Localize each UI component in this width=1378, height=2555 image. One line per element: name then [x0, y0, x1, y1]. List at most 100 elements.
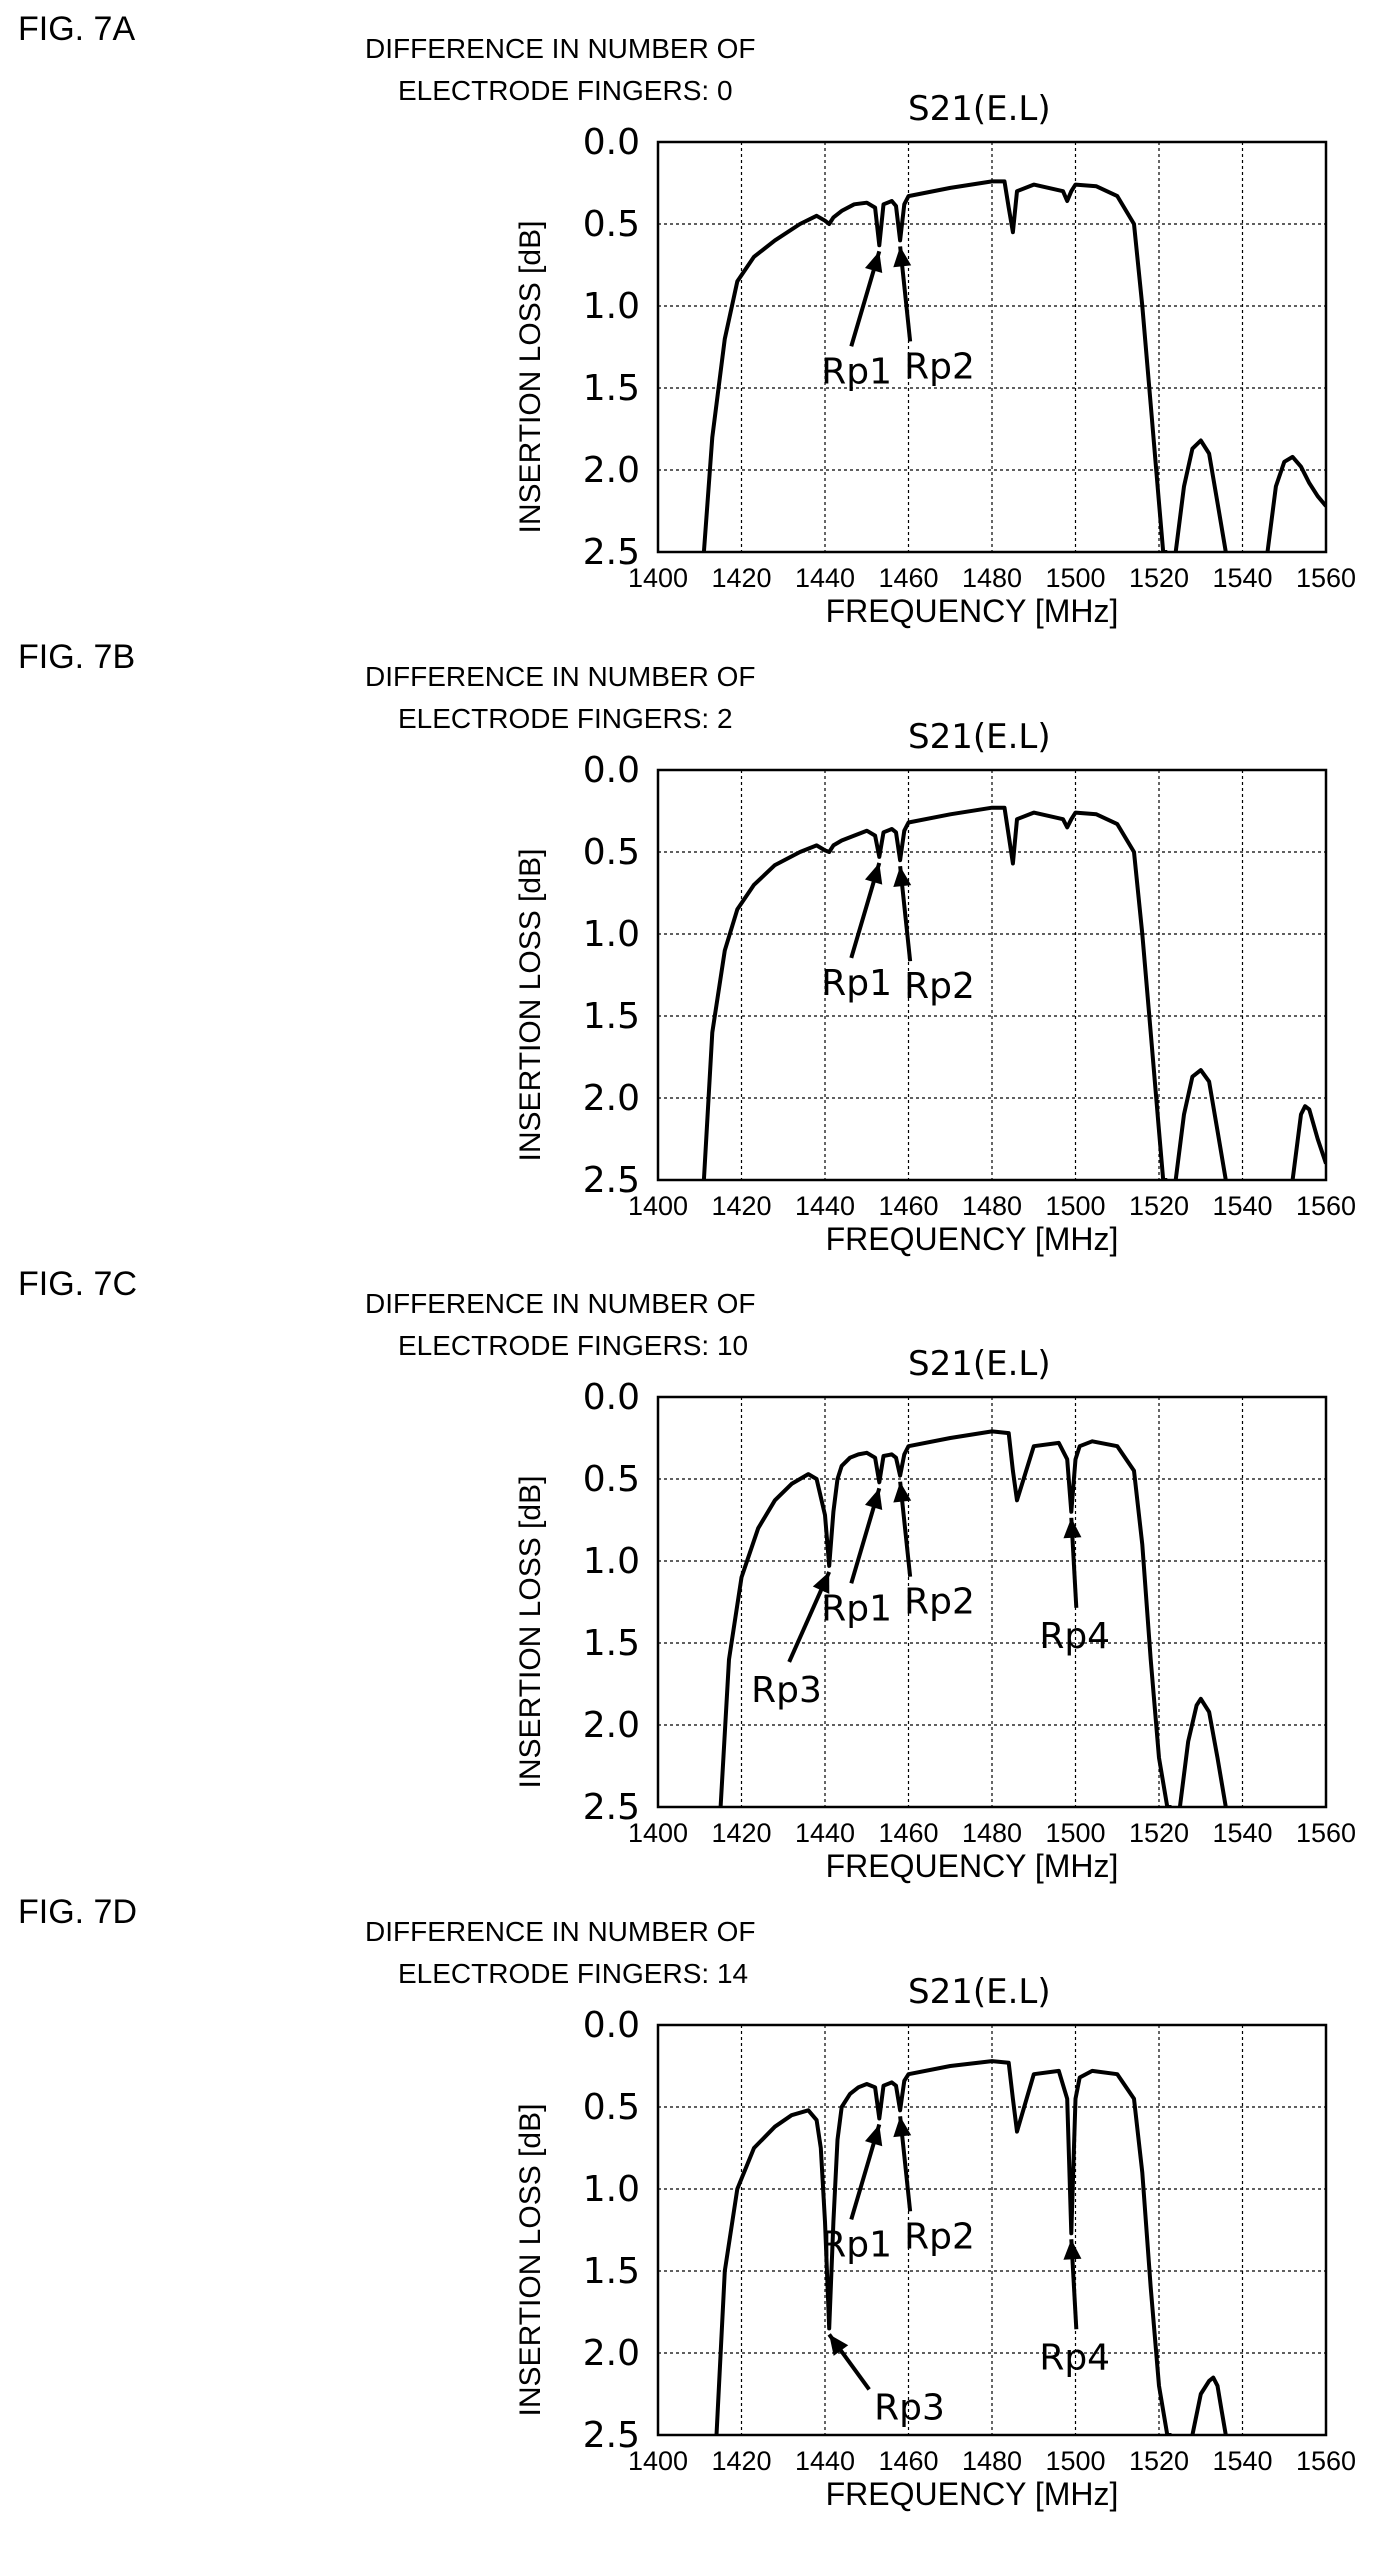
y-tick-label: 1.5 [583, 2251, 640, 2292]
x-tick-label: 1460 [878, 563, 938, 593]
x-tick-label: 1520 [1129, 563, 1189, 593]
x-axis-label: FREQUENCY [MHz] [826, 1848, 1119, 1884]
plot-frame [656, 1395, 1328, 1809]
x-tick-label: 1400 [628, 2446, 688, 2476]
series-line-3 [1265, 454, 1326, 552]
annotation-arrowhead [864, 1488, 883, 1511]
heading-line-2: ELECTRODE FINGERS: 0 [398, 75, 733, 106]
y-tick-label: 2.0 [583, 2333, 640, 2374]
plot-frame [656, 140, 1328, 554]
figure-label: FIG. 7C [18, 1265, 137, 1303]
x-tick-label: 1540 [1212, 563, 1272, 593]
x-tick-label: 1520 [1129, 1818, 1189, 1848]
heading-line-2: ELECTRODE FINGERS: 14 [398, 1958, 748, 1989]
y-tick-label: 2.5 [583, 532, 640, 573]
annotation-arrowhead [864, 2124, 883, 2147]
x-tick-label: 1480 [962, 1818, 1022, 1848]
x-tick-label: 1440 [795, 1191, 855, 1221]
x-tick-label: 1440 [795, 1818, 855, 1848]
x-tick-label: 1500 [1045, 2446, 1105, 2476]
figure-label: FIG. 7A [18, 10, 135, 48]
x-tick-label: 1480 [962, 1191, 1022, 1221]
heading-line-1: DIFFERENCE IN NUMBER OF [365, 661, 755, 692]
x-axis-label: FREQUENCY [MHz] [826, 2476, 1119, 2512]
x-tick-label: 1560 [1296, 2446, 1356, 2476]
heading-line-1: DIFFERENCE IN NUMBER OF [365, 33, 755, 64]
x-tick-label: 1500 [1045, 1191, 1105, 1221]
series-line-2 [1173, 438, 1228, 552]
heading-line-2: ELECTRODE FINGERS: 2 [398, 703, 733, 734]
panel-3: FIG. 7C DIFFERENCE IN NUMBER OF ELECTRODE … [18, 1265, 1356, 1884]
x-tick-label: 1540 [1212, 2446, 1272, 2476]
annotation-label: Rp2 [904, 966, 975, 1007]
panel-4: FIG. 7D DIFFERENCE IN NUMBER OF ELECTRODE … [18, 1893, 1356, 2512]
x-tick-label: 1560 [1296, 1191, 1356, 1221]
x-tick-label: 1540 [1212, 1191, 1272, 1221]
heading-line-1: DIFFERENCE IN NUMBER OF [365, 1916, 755, 1947]
series-line-2 [1173, 1068, 1228, 1180]
y-tick-label: 2.0 [583, 1078, 640, 1119]
y-tick-label: 1.5 [583, 1623, 640, 1664]
x-tick-label: 1480 [962, 2446, 1022, 2476]
y-tick-label: 0.0 [583, 122, 640, 163]
heading-line-2: ELECTRODE FINGERS: 10 [398, 1330, 748, 1361]
annotation-label: Rp3 [751, 1670, 822, 1711]
y-tick-label: 1.0 [583, 1541, 640, 1582]
series-line-1 [718, 1429, 1172, 1807]
annotation-arrowhead [893, 2116, 912, 2138]
x-axis-label: FREQUENCY [MHz] [826, 593, 1119, 629]
chart-title: S21(E.L) [908, 89, 1051, 129]
annotation-arrowhead [1063, 2239, 1082, 2260]
x-tick-label: 1440 [795, 2446, 855, 2476]
y-axis-label: INSERTION LOSS [dB] [514, 221, 547, 534]
plot-frame [656, 768, 1328, 1182]
annotation-label: Rp2 [904, 346, 975, 387]
y-tick-label: 2.0 [583, 450, 640, 491]
x-tick-label: 1480 [962, 563, 1022, 593]
y-tick-label: 2.0 [583, 1705, 640, 1746]
annotation-label: Rp4 [1039, 1616, 1110, 1657]
annotation-label: Rp1 [821, 351, 892, 392]
annotation-arrowhead [1063, 1517, 1082, 1539]
figure-label: FIG. 7D [18, 1893, 137, 1931]
panel-1: FIG. 7A DIFFERENCE IN NUMBER OF ELECTRODE … [18, 10, 1356, 629]
chart-title: S21(E.L) [908, 1344, 1051, 1384]
x-tick-label: 1420 [711, 2446, 771, 2476]
x-tick-label: 1460 [878, 1818, 938, 1848]
panel-2: FIG. 7B DIFFERENCE IN NUMBER OF ELECTRODE … [18, 638, 1356, 1257]
annotation-label: Rp2 [904, 2216, 975, 2257]
series-line-1 [701, 805, 1168, 1180]
y-tick-label: 2.5 [583, 2415, 640, 2456]
y-tick-label: 1.0 [583, 914, 640, 955]
x-tick-label: 1420 [711, 1191, 771, 1221]
x-tick-label: 1400 [628, 1191, 688, 1221]
x-tick-label: 1460 [878, 1191, 938, 1221]
x-tick-label: 1520 [1129, 1191, 1189, 1221]
y-tick-label: 0.5 [583, 1459, 640, 1500]
figure-label: FIG. 7B [18, 638, 135, 676]
annotation-label: Rp4 [1039, 2337, 1110, 2378]
y-tick-label: 2.5 [583, 1787, 640, 1828]
x-tick-label: 1500 [1045, 563, 1105, 593]
annotation-arrowhead [864, 862, 883, 885]
y-axis-label: INSERTION LOSS [dB] [514, 2104, 547, 2417]
y-tick-label: 0.0 [583, 750, 640, 791]
y-tick-label: 0.0 [583, 1377, 640, 1418]
annotation-label: Rp3 [874, 2387, 945, 2428]
y-axis-label: INSERTION LOSS [dB] [514, 849, 547, 1162]
series-line-2 [1177, 1696, 1228, 1807]
y-tick-label: 0.5 [583, 2087, 640, 2128]
y-tick-label: 1.5 [583, 996, 640, 1037]
y-tick-label: 2.5 [583, 1160, 640, 1201]
x-tick-label: 1420 [711, 1818, 771, 1848]
annotation-arrowhead [893, 246, 912, 268]
y-tick-label: 0.5 [583, 832, 640, 873]
y-tick-label: 0.5 [583, 204, 640, 245]
annotation-label: Rp1 [821, 1588, 892, 1629]
annotation-arrowhead [893, 1481, 912, 1503]
chart-title: S21(E.L) [908, 717, 1051, 757]
x-tick-label: 1500 [1045, 1818, 1105, 1848]
series-line-2 [1190, 2375, 1228, 2435]
y-axis-label: INSERTION LOSS [dB] [514, 1476, 547, 1789]
